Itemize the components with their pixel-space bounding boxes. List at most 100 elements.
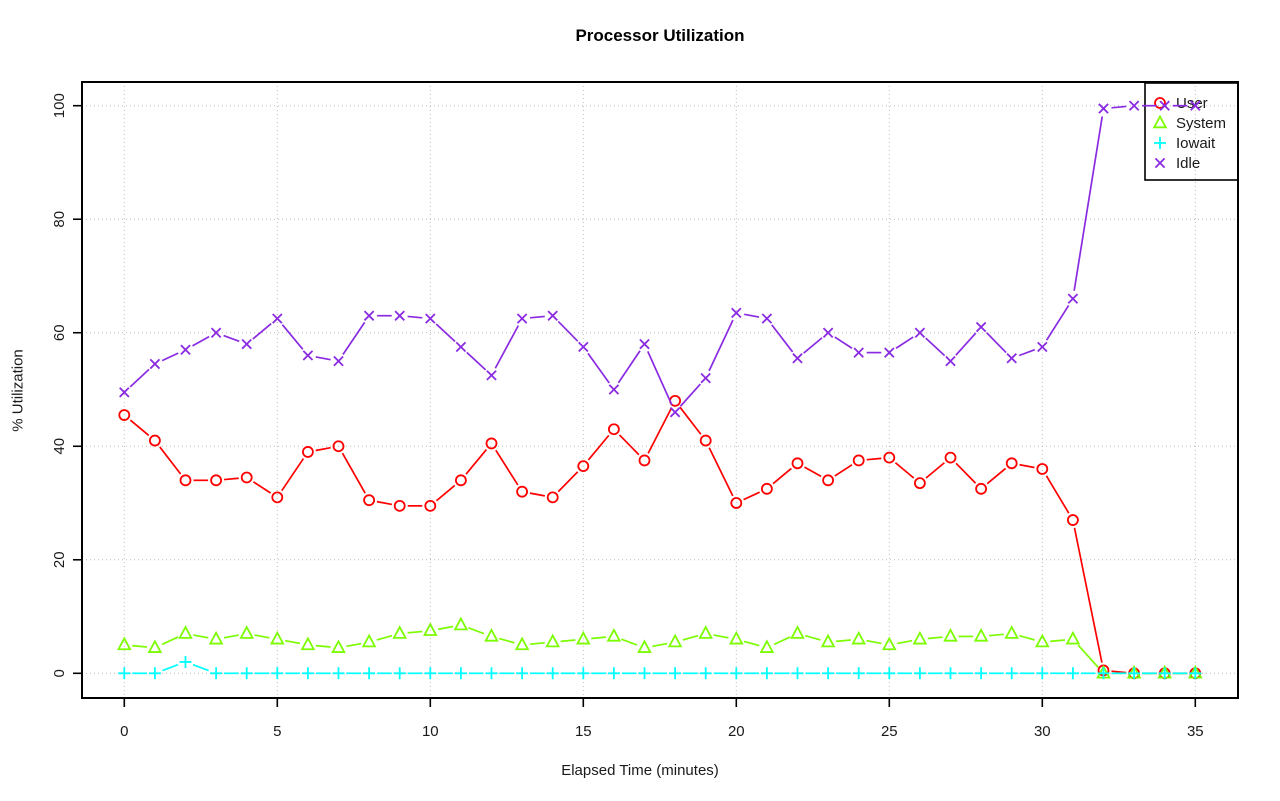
- series-segment-idle: [708, 319, 734, 372]
- series-segment-idle: [281, 324, 304, 350]
- marker-x: [669, 406, 681, 418]
- series-segment-idle: [129, 368, 150, 388]
- legend-entry-label: System: [1176, 115, 1226, 132]
- series-segment-user: [587, 434, 610, 461]
- series-segment-idle: [1018, 348, 1036, 357]
- x-tick-label: 30: [1034, 723, 1051, 740]
- series-segment-system: [132, 644, 148, 648]
- series-segment-system: [835, 639, 851, 643]
- x-tick-label: 5: [273, 723, 281, 740]
- marker-triangle: [759, 639, 775, 653]
- marker-triangle: [239, 625, 255, 639]
- series-segment-system: [591, 636, 607, 640]
- series-segment-idle: [744, 313, 760, 318]
- marker-plus: [791, 667, 804, 680]
- marker-circle: [699, 434, 712, 447]
- series-segment-user: [557, 471, 579, 493]
- marker-x: [302, 350, 314, 361]
- series-segment-user: [1045, 475, 1070, 514]
- marker-circle: [179, 474, 192, 487]
- x-axis-label: Elapsed Time (minutes): [561, 762, 719, 779]
- marker-triangle: [667, 633, 683, 648]
- x-tick-label: 10: [422, 723, 439, 740]
- marker-plus: [271, 667, 284, 680]
- marker-x: [578, 341, 589, 353]
- series-segment-user: [955, 462, 977, 484]
- marker-x: [639, 338, 650, 350]
- marker-triangle: [545, 633, 561, 648]
- marker-plus: [1036, 667, 1049, 680]
- marker-triangle: [728, 630, 744, 645]
- marker-circle: [454, 474, 467, 487]
- series-segment-idle: [407, 315, 423, 319]
- series-segment-system: [468, 627, 485, 635]
- series-segment-idle: [315, 356, 331, 361]
- series-segment-user: [618, 434, 640, 456]
- marker-triangle: [606, 628, 622, 642]
- marker-plus: [516, 667, 529, 680]
- series-segment-user: [986, 467, 1007, 485]
- marker-triangle: [698, 625, 714, 639]
- marker-circle: [118, 409, 131, 421]
- series-segment-user: [159, 446, 182, 475]
- marker-triangle: [269, 630, 285, 645]
- series-segment-system: [713, 634, 729, 639]
- marker-x: [455, 341, 467, 353]
- series-segment-idle: [679, 383, 701, 407]
- marker-plus: [1154, 137, 1166, 149]
- marker-circle: [638, 454, 651, 467]
- marker-triangle: [361, 633, 377, 648]
- marker-x: [853, 347, 864, 358]
- marker-x: [1098, 103, 1109, 114]
- marker-triangle: [1034, 633, 1050, 648]
- series-segment-system: [438, 625, 454, 631]
- y-tick-label: 0: [51, 669, 68, 677]
- series-segment-idle: [986, 332, 1007, 354]
- marker-x: [149, 358, 161, 370]
- series-segment-system: [743, 640, 760, 647]
- series-segment-system: [193, 634, 209, 639]
- series-segment-idle: [895, 336, 914, 349]
- marker-triangle: [484, 628, 499, 642]
- x-tick-label: 35: [1187, 723, 1204, 740]
- marker-triangle: [1065, 630, 1081, 645]
- series-segment-system: [621, 638, 638, 646]
- marker-plus: [240, 667, 253, 680]
- marker-triangle: [575, 630, 591, 645]
- series-segment-system: [315, 644, 331, 648]
- marker-circle: [791, 457, 804, 470]
- marker-circle: [301, 446, 314, 458]
- series-segment-system: [161, 636, 179, 646]
- marker-x: [394, 310, 405, 321]
- marker-x: [272, 313, 283, 324]
- marker-x: [547, 310, 558, 321]
- series-segment-system: [1050, 639, 1066, 643]
- series-segment-user: [1073, 527, 1103, 663]
- series-segment-idle: [557, 320, 579, 342]
- marker-circle: [210, 474, 223, 487]
- marker-x: [822, 327, 834, 338]
- series-segment-user: [252, 481, 272, 494]
- legend-box: [1144, 82, 1239, 181]
- marker-plus: [363, 667, 376, 680]
- series-segment-system: [682, 634, 699, 641]
- marker-plus: [699, 667, 712, 680]
- marker-plus: [301, 667, 314, 680]
- legend-entry-label: Iowait: [1176, 135, 1216, 152]
- series-segment-system: [407, 630, 423, 634]
- marker-triangle: [300, 636, 316, 651]
- series-segment-system: [927, 636, 943, 640]
- chart-title: Processor Utilization: [575, 26, 745, 45]
- marker-plus: [1158, 667, 1171, 680]
- marker-x: [1128, 100, 1140, 111]
- y-tick-label: 60: [51, 324, 68, 341]
- marker-plus: [944, 667, 957, 680]
- marker-plus: [485, 667, 498, 680]
- marker-plus: [1097, 667, 1110, 680]
- marker-circle: [332, 440, 345, 453]
- marker-x: [914, 327, 926, 338]
- series-segment-idle: [771, 324, 794, 353]
- marker-circle: [393, 499, 406, 512]
- series-segment-user: [1111, 670, 1127, 674]
